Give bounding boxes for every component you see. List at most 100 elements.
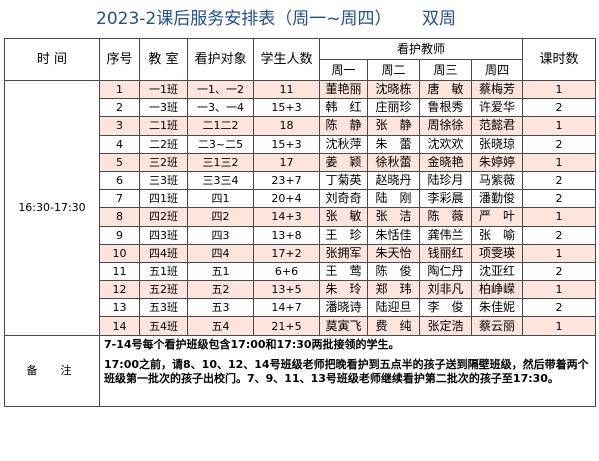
row-teacher-wed: 李 俊 bbox=[419, 298, 472, 318]
row-target: 二3~二5 bbox=[187, 134, 254, 154]
table-row: 4 二2班 二3~二5 15+3 沈秋萍朱 蕾沈欢欢 张晓琼 2 bbox=[5, 134, 597, 154]
row-student-count: 15+3 bbox=[253, 98, 320, 118]
row-teacher-wed: 刘非凡 bbox=[419, 280, 472, 300]
row-teacher-thu: 朱佳妮 bbox=[470, 298, 524, 318]
row-teacher-tue: 郑 玮 bbox=[367, 280, 420, 300]
row-number: 8 bbox=[99, 207, 140, 227]
row-student-count: 23+7 bbox=[253, 170, 320, 191]
row-teacher-tue: 张 静 bbox=[367, 116, 420, 136]
row-student-count: 14+3 bbox=[253, 207, 320, 227]
header-day-mon: 周一 bbox=[319, 59, 368, 81]
row-number: 9 bbox=[99, 225, 140, 245]
row-room: 三2班 bbox=[139, 152, 188, 172]
row-teacher-thu: 潘勤俊 bbox=[470, 189, 524, 209]
row-number: 10 bbox=[99, 243, 140, 263]
row-teacher-thu: 张 喻 bbox=[470, 225, 524, 245]
row-room: 一1班 bbox=[139, 79, 188, 100]
row-target: 四4 bbox=[187, 243, 254, 263]
row-room: 四2班 bbox=[139, 207, 188, 227]
notes-body: 7-14号每个看护班级包含17:00和17:30两批接领的学生。 17:00之前，… bbox=[98, 334, 597, 407]
header-day-wed: 周三 bbox=[419, 59, 472, 81]
row-teacher-mon: 丁菊英 bbox=[319, 170, 368, 191]
schedule-table: 时 间 序号 教 室 看护对象 学生人数 看护教师 课时数 周一 周二 周三 周… bbox=[4, 38, 597, 407]
notes-row: 备 注 7-14号每个看护班级包含17:00和17:30两批接领的学生。 17:00… bbox=[4, 334, 597, 407]
row-teacher-wed: 唐 敏 bbox=[419, 79, 472, 100]
table-row: 13 五3班 五3 14+7 潘晓诗 陆迎旦李 俊朱佳妮 2 bbox=[5, 298, 597, 318]
row-student-count: 13+5 bbox=[253, 280, 320, 300]
row-teacher-mon: 董艳丽 bbox=[319, 79, 368, 100]
row-student-count: 20+4 bbox=[253, 189, 320, 209]
row-number: 4 bbox=[99, 134, 140, 154]
row-teacher-mon: 陈 静 bbox=[319, 116, 368, 136]
row-teacher-mon: 沈秋萍 bbox=[319, 134, 368, 154]
row-teacher-mon: 姜 颖 bbox=[319, 152, 368, 172]
row-target: 二1二2 bbox=[187, 116, 254, 136]
row-teacher-mon: 张拥军 bbox=[319, 243, 368, 263]
row-teacher-wed: 陈 薇 bbox=[419, 207, 472, 227]
row-hours: 1 bbox=[522, 79, 597, 100]
row-hours: 1 bbox=[522, 207, 597, 227]
row-student-count: 15+3 bbox=[253, 134, 320, 154]
row-teacher-tue: 陈 俊 bbox=[367, 261, 420, 282]
row-hours: 1 bbox=[522, 280, 597, 300]
row-teacher-tue: 赵晓丹 bbox=[367, 170, 420, 191]
row-teacher-thu: 沈亚红 bbox=[470, 261, 524, 282]
row-teacher-mon: 王 珍 bbox=[319, 225, 368, 245]
row-student-count: 13+8 bbox=[253, 225, 320, 245]
row-teacher-wed: 钱丽红 bbox=[419, 243, 472, 263]
row-student-count: 18 bbox=[253, 116, 320, 136]
row-hours: 2 bbox=[522, 298, 597, 318]
row-teacher-thu: 范懿君 bbox=[470, 116, 524, 136]
row-student-count: 17+2 bbox=[253, 243, 320, 263]
row-teacher-wed: 龚伟兰 bbox=[419, 225, 472, 245]
row-teacher-mon: 刘奇奇 bbox=[319, 189, 368, 209]
row-target: 五4 bbox=[187, 316, 254, 336]
row-teacher-thu: 项雯瑛 bbox=[470, 243, 524, 263]
row-teacher-mon: 莫寅飞 bbox=[319, 316, 368, 336]
row-teacher-tue: 张 洁 bbox=[367, 207, 420, 227]
row-teacher-mon: 朱 玲 bbox=[319, 280, 368, 300]
row-teacher-thu: 蔡云丽 bbox=[470, 316, 524, 336]
row-hours: 2 bbox=[522, 170, 597, 191]
row-teacher-mon: 王 莺 bbox=[319, 261, 368, 282]
row-target: 五2 bbox=[187, 280, 254, 300]
title-main: 2023-2课后服务安排表（周一~周四） bbox=[96, 9, 392, 29]
row-teacher-wed: 陶仁丹 bbox=[419, 261, 472, 282]
row-room: 五1班 bbox=[139, 261, 188, 282]
row-teacher-tue: 庄丽珍 bbox=[367, 98, 420, 118]
row-number: 5 bbox=[99, 152, 140, 172]
header-no: 序号 bbox=[99, 38, 140, 81]
row-target: 三3三4 bbox=[187, 170, 254, 191]
page-title: 2023-2课后服务安排表（周一~周四） 双周 bbox=[0, 4, 599, 34]
row-hours: 1 bbox=[522, 316, 597, 336]
row-student-count: 11 bbox=[253, 79, 320, 100]
row-target: 四1 bbox=[187, 189, 254, 209]
header-teachers: 看护教师 bbox=[318, 38, 524, 60]
table-row: 11 五1班 五1 6+6 王 莺陈 俊陶仁丹 沈亚红 2 bbox=[5, 261, 597, 282]
row-student-count: 21+5 bbox=[253, 316, 320, 336]
table-row: 6 三3班 三3三4 23+7 丁菊英 赵晓丹 陆珍月 马紫薇 2 bbox=[5, 170, 597, 191]
row-teacher-mon: 潘晓诗 bbox=[319, 298, 368, 318]
row-student-count: 17 bbox=[253, 152, 320, 172]
row-teacher-wed: 沈欢欢 bbox=[419, 134, 472, 154]
row-student-count: 6+6 bbox=[253, 261, 320, 282]
row-teacher-thu: 柏峥嵘 bbox=[470, 280, 524, 300]
row-student-count: 14+7 bbox=[253, 298, 320, 318]
row-room: 四3班 bbox=[139, 225, 188, 245]
row-hours: 2 bbox=[522, 134, 597, 154]
row-room: 一3班 bbox=[139, 98, 188, 118]
note-line: 7-14号每个看护班级包含17:00和17:30两批接领的学生。 bbox=[104, 337, 400, 351]
row-teacher-thu: 蔡梅芳 bbox=[470, 79, 524, 100]
time-slot: 16:30-17:30 bbox=[4, 80, 100, 336]
row-teacher-thu: 马紫薇 bbox=[470, 170, 524, 191]
row-target: 四2 bbox=[187, 207, 254, 227]
row-teacher-tue: 徐秋蕾 bbox=[367, 152, 420, 172]
row-teacher-tue: 朱 蕾 bbox=[367, 134, 420, 154]
row-hours: 2 bbox=[522, 189, 597, 209]
row-hours: 1 bbox=[522, 116, 597, 136]
note-line: 17:00之前，请8、10、12、14号班级老师把晚看护到五点半的孩子送到隔壁班… bbox=[104, 357, 589, 385]
row-teacher-tue: 朱恬佳 bbox=[367, 225, 420, 245]
row-teacher-thu: 张晓琼 bbox=[470, 134, 524, 154]
row-teacher-wed: 张定浩 bbox=[419, 316, 472, 336]
